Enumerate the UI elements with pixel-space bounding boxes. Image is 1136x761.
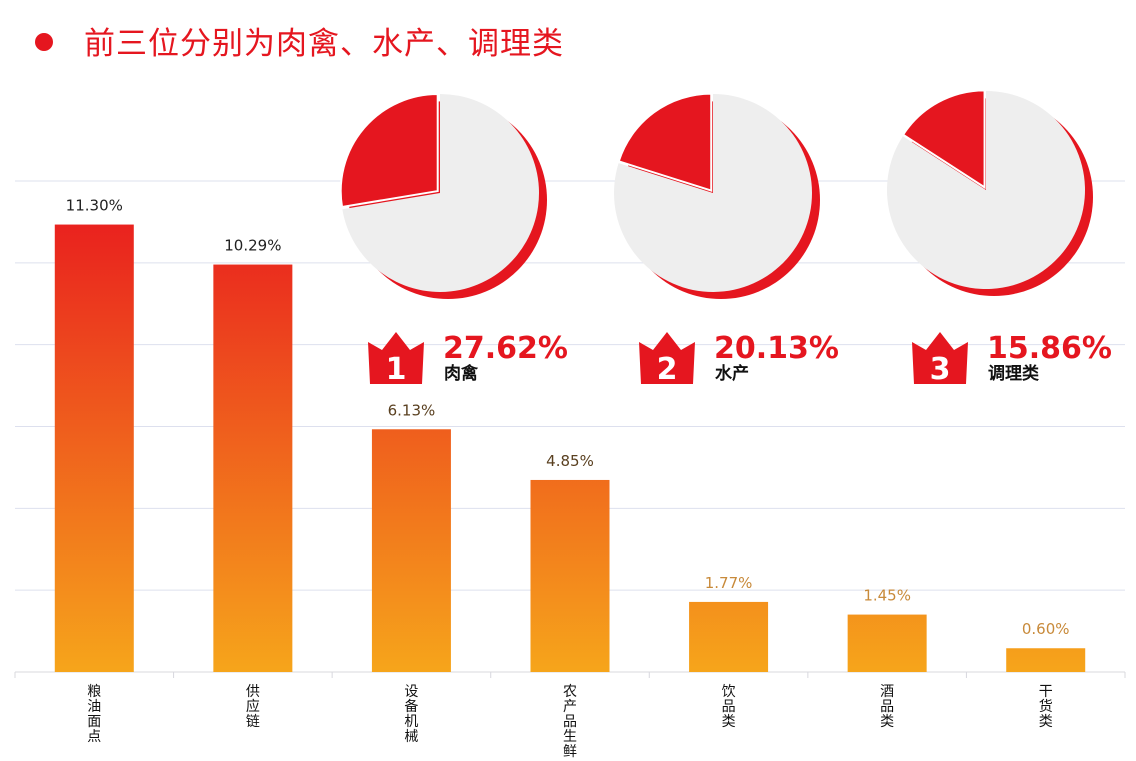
category-label: 酒品类: [880, 684, 894, 730]
bar-value-label: 6.13%: [388, 401, 436, 419]
pie-value-label: 27.62%: [443, 331, 568, 366]
category-label: 农产品生鲜: [563, 684, 577, 760]
pie-remainder: [342, 94, 540, 292]
pie-slice: [617, 92, 713, 192]
category-label: 粮油面点: [87, 684, 101, 745]
pie-slice: [901, 89, 986, 190]
pie-value-label: 20.13%: [714, 331, 839, 366]
pie-remainder: [613, 94, 812, 293]
bar-value-label: 1.77%: [705, 574, 753, 592]
crown-badge-icon: 1: [368, 332, 424, 384]
rank-number: 1: [386, 352, 407, 384]
pie-2: [613, 92, 820, 299]
bar-value-label: 10.29%: [224, 237, 281, 255]
bar-value-label: 11.30%: [66, 197, 123, 215]
crown-badge-icon: 3: [912, 332, 968, 384]
bar: [1006, 648, 1086, 672]
bar: [689, 601, 769, 672]
category-label: 供应链: [246, 684, 260, 730]
category-label: 饮品类: [722, 684, 736, 730]
bar-value-label: 1.45%: [863, 587, 911, 605]
bar: [530, 479, 610, 672]
pie-category-label: 肉禽: [444, 364, 478, 384]
bar: [54, 224, 134, 672]
pie-value-label: 15.86%: [987, 331, 1112, 366]
pie-slice: [339, 93, 439, 209]
pie-3: [887, 89, 1093, 296]
pie-remainder: [887, 91, 1085, 289]
bar: [213, 264, 293, 672]
category-label: 干货类: [1039, 684, 1053, 730]
page-title: 前三位分别为肉禽、水产、调理类: [84, 26, 564, 62]
pie-category-label: 调理类: [988, 364, 1039, 384]
rank-number: 2: [657, 352, 678, 384]
bar: [847, 614, 927, 672]
bar-value-label: 0.60%: [1022, 620, 1070, 638]
pie-category-label: 水产: [715, 364, 749, 384]
category-label: 设备机械: [404, 684, 418, 745]
bar-value-label: 4.85%: [546, 452, 594, 470]
crown-badge-icon: 2: [639, 332, 695, 384]
bar: [371, 429, 451, 672]
pie-1: [339, 93, 547, 299]
rank-number: 3: [930, 352, 951, 384]
title-bullet-icon: [35, 33, 53, 51]
